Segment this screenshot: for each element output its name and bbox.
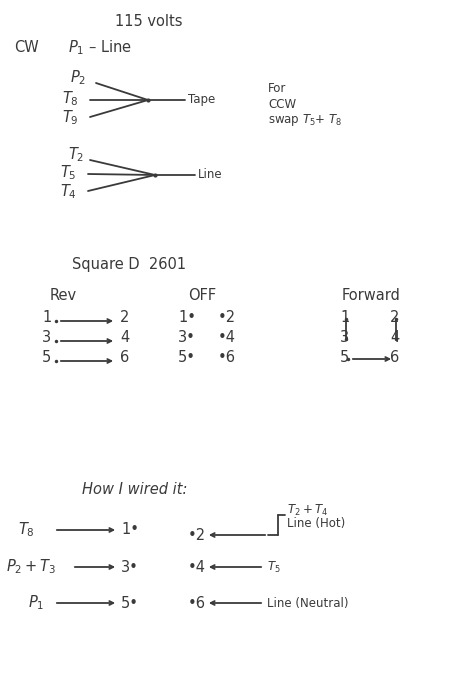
Text: $P_2$: $P_2$ (70, 69, 86, 87)
Text: $T_8$: $T_8$ (62, 89, 79, 108)
Text: $T_2 + T_4$: $T_2 + T_4$ (287, 503, 328, 517)
Text: 2: 2 (120, 310, 129, 326)
Text: 3•: 3• (121, 559, 139, 575)
Text: $T_4$: $T_4$ (60, 182, 77, 201)
Text: 3: 3 (42, 331, 51, 345)
Text: $P_1$: $P_1$ (28, 593, 45, 612)
Text: $T_9$: $T_9$ (62, 108, 79, 127)
Text: 5•: 5• (178, 350, 196, 366)
Text: 5: 5 (42, 350, 51, 366)
Text: 4: 4 (120, 331, 129, 345)
Text: 6: 6 (390, 350, 399, 366)
Text: Line (Neutral): Line (Neutral) (267, 596, 348, 610)
Text: •2: •2 (218, 310, 236, 326)
Text: 3•: 3• (178, 331, 196, 345)
Text: $T_8$: $T_8$ (18, 521, 35, 540)
Text: 5•: 5• (121, 596, 139, 610)
Text: CW: CW (14, 41, 39, 55)
Text: •6: •6 (188, 596, 206, 610)
Text: 4: 4 (390, 331, 399, 345)
Text: $T_2$: $T_2$ (68, 145, 84, 164)
Text: 115 volts: 115 volts (115, 15, 182, 29)
Text: $P_2 + T_3$: $P_2 + T_3$ (6, 558, 56, 577)
Text: 1•: 1• (121, 522, 139, 538)
Text: swap $T_5$+ $T_8$: swap $T_5$+ $T_8$ (268, 112, 342, 128)
Text: •2: •2 (188, 528, 206, 542)
Text: CCW: CCW (268, 97, 296, 110)
Text: 1•: 1• (178, 310, 196, 326)
Text: Square D  2601: Square D 2601 (72, 257, 186, 273)
Text: Tape: Tape (188, 92, 215, 106)
Text: Line: Line (198, 168, 223, 182)
Text: 2: 2 (390, 310, 400, 326)
Text: 3: 3 (340, 331, 349, 345)
Text: Line (Hot): Line (Hot) (287, 517, 345, 531)
Text: How I wired it:: How I wired it: (82, 482, 187, 498)
Text: •4: •4 (218, 331, 236, 345)
Text: OFF: OFF (188, 287, 216, 303)
Text: Forward: Forward (342, 287, 401, 303)
Text: $T_5$: $T_5$ (267, 559, 281, 575)
Text: For: For (268, 82, 286, 94)
Text: •4: •4 (188, 559, 206, 575)
Text: $T_5$: $T_5$ (60, 164, 77, 182)
Text: 1: 1 (340, 310, 349, 326)
Text: 6: 6 (120, 350, 129, 366)
Text: Rev: Rev (50, 287, 77, 303)
Text: 5: 5 (340, 350, 349, 366)
Text: •6: •6 (218, 350, 236, 366)
Text: 1: 1 (42, 310, 51, 326)
Text: $P_1$ – Line: $P_1$ – Line (68, 38, 132, 57)
